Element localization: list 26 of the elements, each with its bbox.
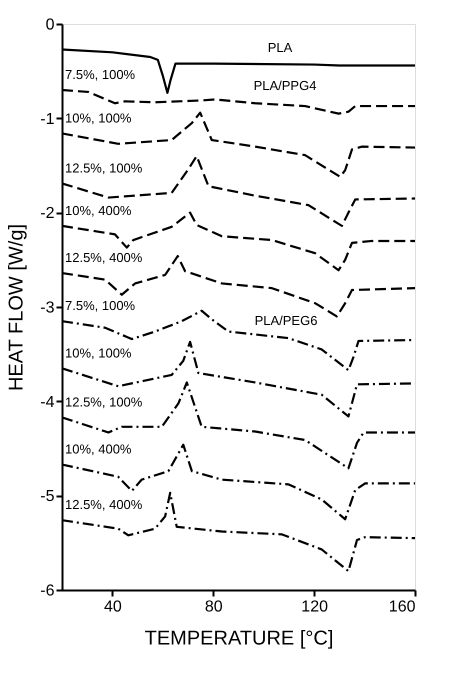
series-label: 12.5%, 100% — [65, 394, 143, 410]
series-label: 10%, 400% — [65, 442, 132, 457]
x-tick-label: 40 — [104, 598, 122, 616]
y-tick-label: -5 — [40, 488, 55, 506]
series-label: 7.5%, 100% — [65, 298, 136, 314]
series-label: 12.5%, 400% — [65, 497, 143, 512]
series-label: 10%, 400% — [65, 202, 132, 218]
series-label: 7.5%, 100% — [65, 67, 136, 82]
y-tick-label: -3 — [40, 300, 55, 316]
series-label: 10%, 100% — [65, 345, 132, 360]
y-tick-label: -2 — [40, 205, 55, 222]
x-tick-label: 160 — [388, 598, 416, 616]
y-tick-label: -4 — [40, 394, 55, 411]
series-label: 10%, 100% — [65, 110, 132, 126]
x-axis-title: TEMPERATURE [°C] — [144, 628, 334, 650]
y-axis-title: HEAT FLOW [W/g] — [5, 224, 28, 392]
x-tick-label: 120 — [301, 598, 328, 616]
annotation: PLA/PPG4 — [254, 78, 316, 93]
annotation: PLA/PEG6 — [254, 313, 318, 328]
y-tick-label: -1 — [40, 110, 55, 128]
y-tick-label: -6 — [40, 582, 55, 600]
x-tick-label: 80 — [204, 598, 223, 616]
y-tick-label: 0 — [46, 16, 55, 34]
series-label: 12.5%, 400% — [65, 250, 143, 266]
annotation: PLA — [268, 40, 293, 55]
series-label: 12.5%, 100% — [65, 160, 143, 176]
